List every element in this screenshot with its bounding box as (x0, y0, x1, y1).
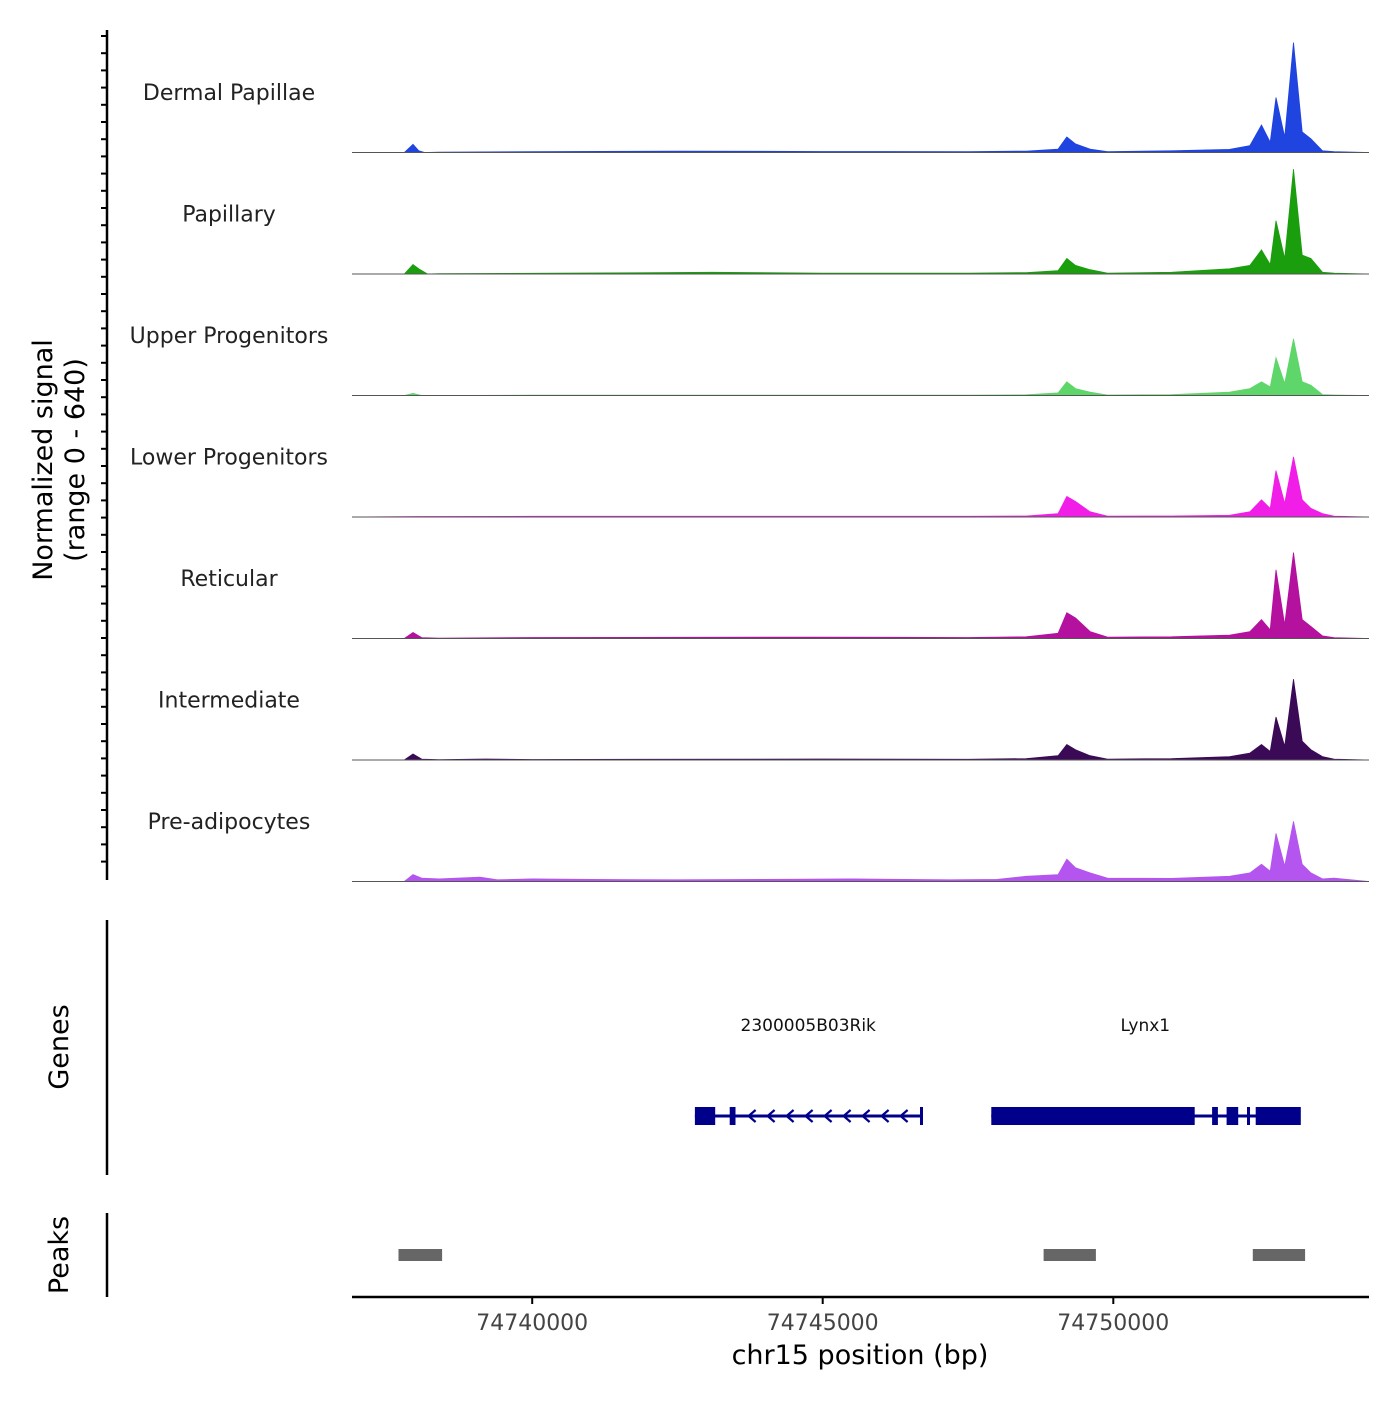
track-0: Dermal Papillae (143, 42, 1370, 153)
gene-label: 2300005B03Rik (741, 1016, 877, 1036)
track-label: Lower Progenitors (130, 446, 328, 471)
x-tick-label: 74740000 (476, 1311, 588, 1336)
gene-strand-arrow (803, 1109, 814, 1123)
track-3: Lower Progenitors (130, 446, 1370, 518)
genes-axis-title: Genes (44, 1004, 75, 1089)
signal-y-axis-ticks (101, 35, 107, 863)
peak-region (1252, 1249, 1306, 1261)
gene-exon (1255, 1107, 1300, 1125)
x-axis-title: chr15 position (bp) (732, 1340, 989, 1371)
track-6: Pre-adipocytes (148, 810, 1370, 882)
peak-region (398, 1249, 443, 1261)
x-tick-label: 74750000 (1057, 1311, 1169, 1336)
track-signal-area (352, 679, 1370, 761)
gene-label: Lynx1 (1120, 1016, 1170, 1036)
track-label: Upper Progenitors (130, 324, 329, 349)
track-signal-area (352, 169, 1370, 275)
gene-strand-arrow (765, 1109, 776, 1123)
x-axis-ticks: 74740000 74745000 74750000 (476, 1297, 1169, 1336)
track-signal-area (352, 821, 1370, 882)
gene-strand-arrow (879, 1109, 890, 1123)
y-axis-title-line1: Normalized signal (28, 339, 59, 581)
y-axis-title-line2: (range 0 - 640) (60, 358, 91, 562)
gene-exon (694, 1107, 716, 1125)
gene-exon (1212, 1107, 1218, 1125)
track-label: Pre-adipocytes (148, 810, 311, 835)
gene-2300005B03Rik: 2300005B03Rik (694, 1016, 923, 1125)
track-label: Intermediate (158, 689, 300, 714)
gene-exon (1247, 1107, 1250, 1125)
track-2: Upper Progenitors (130, 324, 1370, 396)
peaks-axis-title: Peaks (44, 1216, 75, 1294)
track-signal-area (352, 552, 1370, 639)
track-signal-area (351, 456, 1370, 518)
gene-strand-arrow (784, 1109, 795, 1123)
track-signal-area (352, 42, 1370, 153)
gene-exon (991, 1107, 1195, 1125)
x-tick-label: 74745000 (767, 1311, 879, 1336)
gene-strand-arrow (860, 1109, 871, 1123)
gene-strand-arrow (898, 1109, 909, 1123)
gene-Lynx1: Lynx1 (991, 1016, 1301, 1125)
peaks-track (398, 1249, 1306, 1261)
gene-strand-arrow (841, 1109, 852, 1123)
track-signal-area (352, 338, 1370, 396)
gene-strand-arrow (746, 1109, 757, 1123)
gene-strand-arrow (822, 1109, 833, 1123)
signal-tracks: Dermal Papillae Papillary Upper Progenitor… (130, 42, 1370, 882)
peak-region (1043, 1249, 1096, 1261)
track-label: Reticular (180, 567, 278, 592)
track-1: Papillary (182, 169, 1370, 275)
gene-annotation-track: 2300005B03Rik Lynx1 (694, 1016, 1301, 1125)
track-label: Papillary (182, 203, 276, 228)
track-label: Dermal Papillae (143, 81, 315, 106)
track-5: Intermediate (158, 679, 1370, 761)
gene-exon (729, 1107, 736, 1125)
track-4: Reticular (180, 552, 1370, 639)
gene-exon (1226, 1107, 1239, 1125)
